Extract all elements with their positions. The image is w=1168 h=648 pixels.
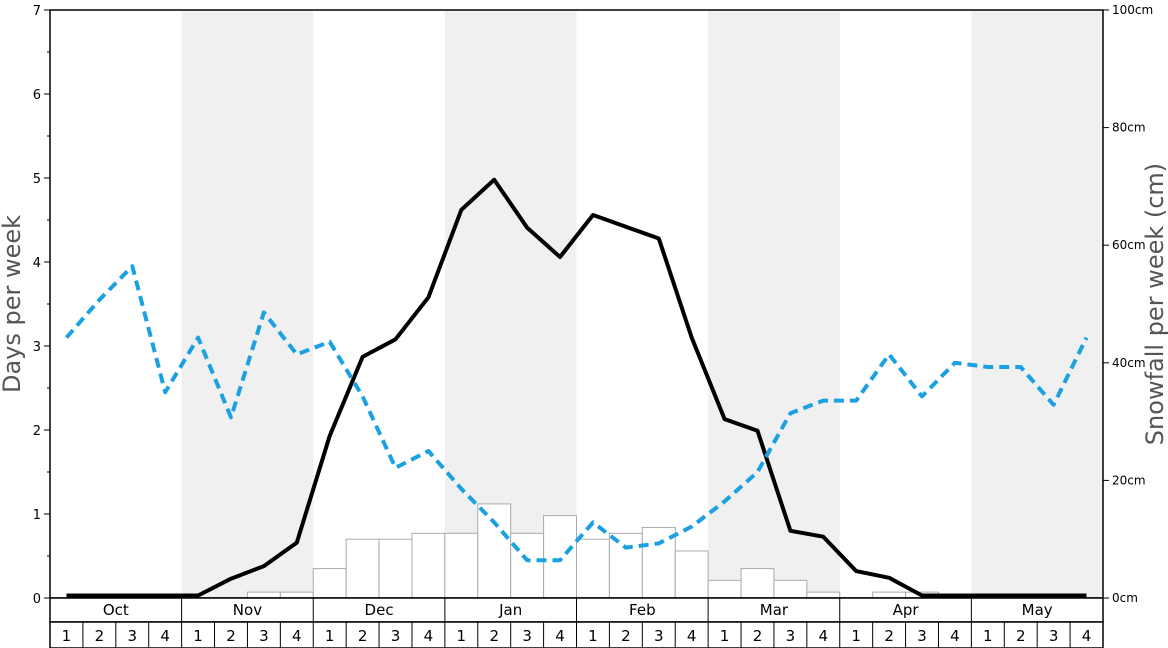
week-label: 3 bbox=[259, 627, 269, 645]
month-label: Oct bbox=[103, 601, 129, 619]
snowfall-bar bbox=[543, 515, 577, 599]
week-label: 3 bbox=[917, 627, 927, 645]
week-label: 2 bbox=[226, 627, 236, 645]
week-label: 4 bbox=[160, 627, 170, 645]
left-tick-label: 7 bbox=[33, 4, 41, 19]
month-label: Jan bbox=[498, 601, 522, 619]
week-label: 1 bbox=[983, 627, 993, 645]
month-label: May bbox=[1022, 601, 1053, 619]
week-label: 1 bbox=[720, 627, 730, 645]
month-label: Apr bbox=[893, 601, 920, 619]
left-tick-label: 2 bbox=[33, 424, 41, 439]
week-label: 1 bbox=[457, 627, 467, 645]
left-tick-label: 0 bbox=[33, 592, 41, 607]
week-label: 3 bbox=[127, 627, 137, 645]
left-tick-label: 4 bbox=[33, 256, 41, 271]
week-label: 2 bbox=[753, 627, 763, 645]
month-label: Dec bbox=[365, 601, 394, 619]
week-label: 2 bbox=[1016, 627, 1026, 645]
dashed-series-line bbox=[64, 264, 1089, 563]
right-tick-label: 80cm bbox=[1112, 121, 1146, 135]
month-band-may bbox=[971, 10, 1103, 598]
week-label: 1 bbox=[588, 627, 598, 645]
week-label: 1 bbox=[193, 627, 203, 645]
month-label: Feb bbox=[629, 601, 656, 619]
week-label: 1 bbox=[851, 627, 861, 645]
snowfall-bar bbox=[872, 591, 907, 599]
snowfall-bar bbox=[641, 526, 676, 599]
week-label: 2 bbox=[95, 627, 105, 645]
snowfall-bar bbox=[279, 591, 314, 599]
week-label: 1 bbox=[325, 627, 335, 645]
snowfall-bar bbox=[246, 591, 281, 599]
month-axis: Oct Nov Dec Jan Feb Mar Apr May bbox=[49, 597, 1104, 623]
week-label: 2 bbox=[358, 627, 368, 645]
week-label: 4 bbox=[555, 627, 565, 645]
month-label: Nov bbox=[233, 601, 262, 619]
week-label: 3 bbox=[786, 627, 796, 645]
y-axis-right-label: Snowfall per week (cm) bbox=[1141, 163, 1168, 445]
month-label: Mar bbox=[760, 601, 789, 619]
right-tick-label: 20cm bbox=[1112, 473, 1146, 487]
week-label: 3 bbox=[1049, 627, 1059, 645]
week-label: 4 bbox=[950, 627, 960, 645]
snowfall-bar bbox=[378, 538, 413, 599]
week-label: 4 bbox=[687, 627, 697, 645]
snowfall-bar bbox=[707, 579, 742, 599]
series-lines bbox=[64, 177, 1089, 598]
month-band-mar bbox=[708, 10, 840, 598]
week-label: 2 bbox=[489, 627, 499, 645]
week-label: 4 bbox=[292, 627, 302, 645]
month-band-nov bbox=[181, 10, 314, 598]
month-bands bbox=[181, 10, 1103, 598]
snowfall-bar bbox=[576, 538, 610, 599]
snowfall-bar bbox=[312, 568, 347, 599]
snowfall-bar bbox=[740, 568, 775, 599]
snowfall-bar bbox=[510, 532, 545, 599]
solid-series-line bbox=[66, 177, 1087, 598]
week-label: 3 bbox=[391, 627, 401, 645]
week-label: 4 bbox=[424, 627, 434, 645]
snowfall-bar bbox=[411, 532, 446, 599]
y-axis-left-label: Days per week bbox=[0, 215, 26, 393]
snowfall-bar bbox=[477, 503, 512, 599]
left-axis: 0 1 2 3 4 5 6 7 bbox=[33, 4, 50, 607]
week-label: 1 bbox=[62, 627, 72, 645]
week-label: 4 bbox=[819, 627, 829, 645]
left-tick-label: 1 bbox=[33, 508, 41, 523]
right-tick-label: 100cm bbox=[1112, 3, 1153, 17]
snowfall-bar bbox=[444, 532, 479, 599]
right-tick-label: 0cm bbox=[1112, 591, 1138, 605]
week-label: 2 bbox=[621, 627, 631, 645]
snowfall-bar bbox=[608, 532, 643, 599]
left-tick-label: 5 bbox=[33, 172, 41, 187]
right-tick-label: 40cm bbox=[1112, 356, 1146, 370]
left-tick-label: 6 bbox=[33, 88, 41, 103]
month-band-jan bbox=[444, 10, 577, 598]
week-label: 4 bbox=[1082, 627, 1092, 645]
right-tick-label: 60cm bbox=[1112, 238, 1146, 252]
week-label: 3 bbox=[522, 627, 532, 645]
snowfall-bar bbox=[806, 591, 841, 599]
right-axis: 0cm 20cm 40cm 60cm 80cm 100cm bbox=[1103, 3, 1153, 605]
snowfall-bar bbox=[773, 579, 808, 599]
week-label: 2 bbox=[884, 627, 894, 645]
snowfall-bars bbox=[246, 503, 939, 599]
week-label: 3 bbox=[654, 627, 664, 645]
week-axis: 1 2 3 4 1 2 3 4 1 2 3 4 1 2 3 4 1 2 3 4 1 2 3 4 1 2 3 4 1 2 3 4 bbox=[49, 621, 1104, 648]
snowfall-bar bbox=[345, 538, 380, 599]
left-tick-label: 3 bbox=[33, 340, 41, 355]
snowfall-bar bbox=[674, 550, 709, 599]
